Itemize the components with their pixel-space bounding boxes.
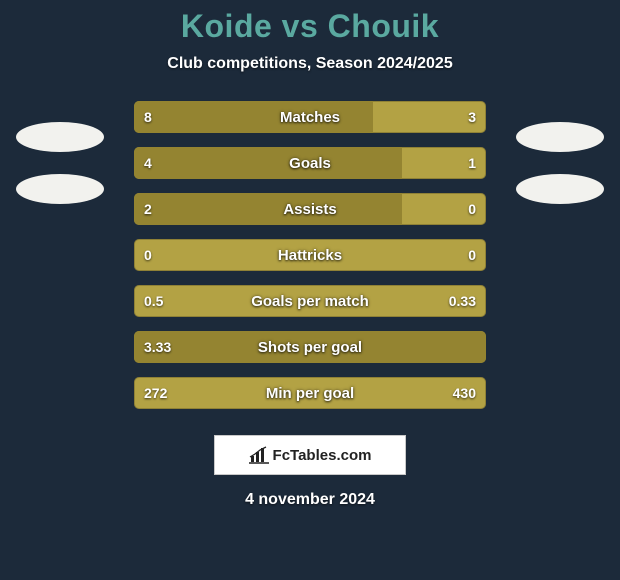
stats-bars: 83Matches41Goals20Assists00Hattricks0.50… [134,101,486,409]
chart-bars-icon [249,446,269,464]
bar-value-right: 0.33 [439,285,486,317]
stat-bar-row: 41Goals [134,147,486,179]
bar-label: Goals per match [134,285,486,317]
bar-value-right: 0 [458,193,486,225]
stat-bar-row: 0.5 0.33Goals per match [134,285,486,317]
bar-value-right: 3 [458,101,486,133]
subtitle: Club competitions, Season 2024/2025 [0,55,620,73]
date-label: 4 november 2024 [0,491,620,509]
right-oval-2 [516,174,604,204]
right-ovals [516,122,604,204]
bar-value-right: 0 [458,239,486,271]
comparison-infographic: Koide vs Chouik Club competitions, Seaso… [0,0,620,580]
left-oval-1 [16,122,104,152]
bar-value-right: 1 [458,147,486,179]
bar-fill-left [134,147,402,179]
stat-bar-row: 0 0Hattricks [134,239,486,271]
bar-fill-left [134,331,486,363]
fctables-logo: FcTables.com [214,435,406,475]
bar-value-left: 0 [134,239,162,271]
stat-bar-row: 3.33Shots per goal [134,331,486,363]
page-title: Koide vs Chouik [0,8,620,45]
bar-fill-left [134,193,402,225]
bar-label: Min per goal [134,377,486,409]
stat-bar-row: 272 430Min per goal [134,377,486,409]
bar-value-right: 430 [443,377,486,409]
logo-text: FcTables.com [273,447,372,464]
left-ovals [16,122,104,204]
bar-fill-left [134,101,373,133]
stat-bar-row: 20Assists [134,193,486,225]
bar-label: Hattricks [134,239,486,271]
left-oval-2 [16,174,104,204]
right-oval-1 [516,122,604,152]
bar-value-left: 272 [134,377,177,409]
bar-value-left: 0.5 [134,285,173,317]
stat-bar-row: 83Matches [134,101,486,133]
